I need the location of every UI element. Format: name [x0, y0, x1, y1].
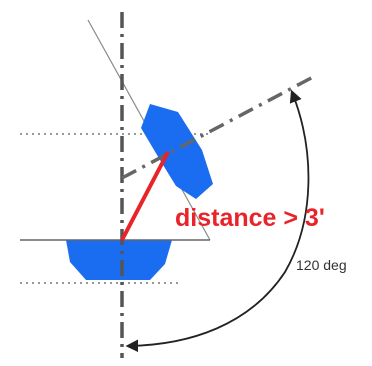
distance-line: [120, 151, 170, 241]
rotation-arc-arrow: [125, 89, 310, 353]
angle-label: 120 deg: [296, 257, 347, 273]
distance-label: distance > 3': [175, 204, 325, 232]
lower-blue-shape: [66, 240, 172, 280]
